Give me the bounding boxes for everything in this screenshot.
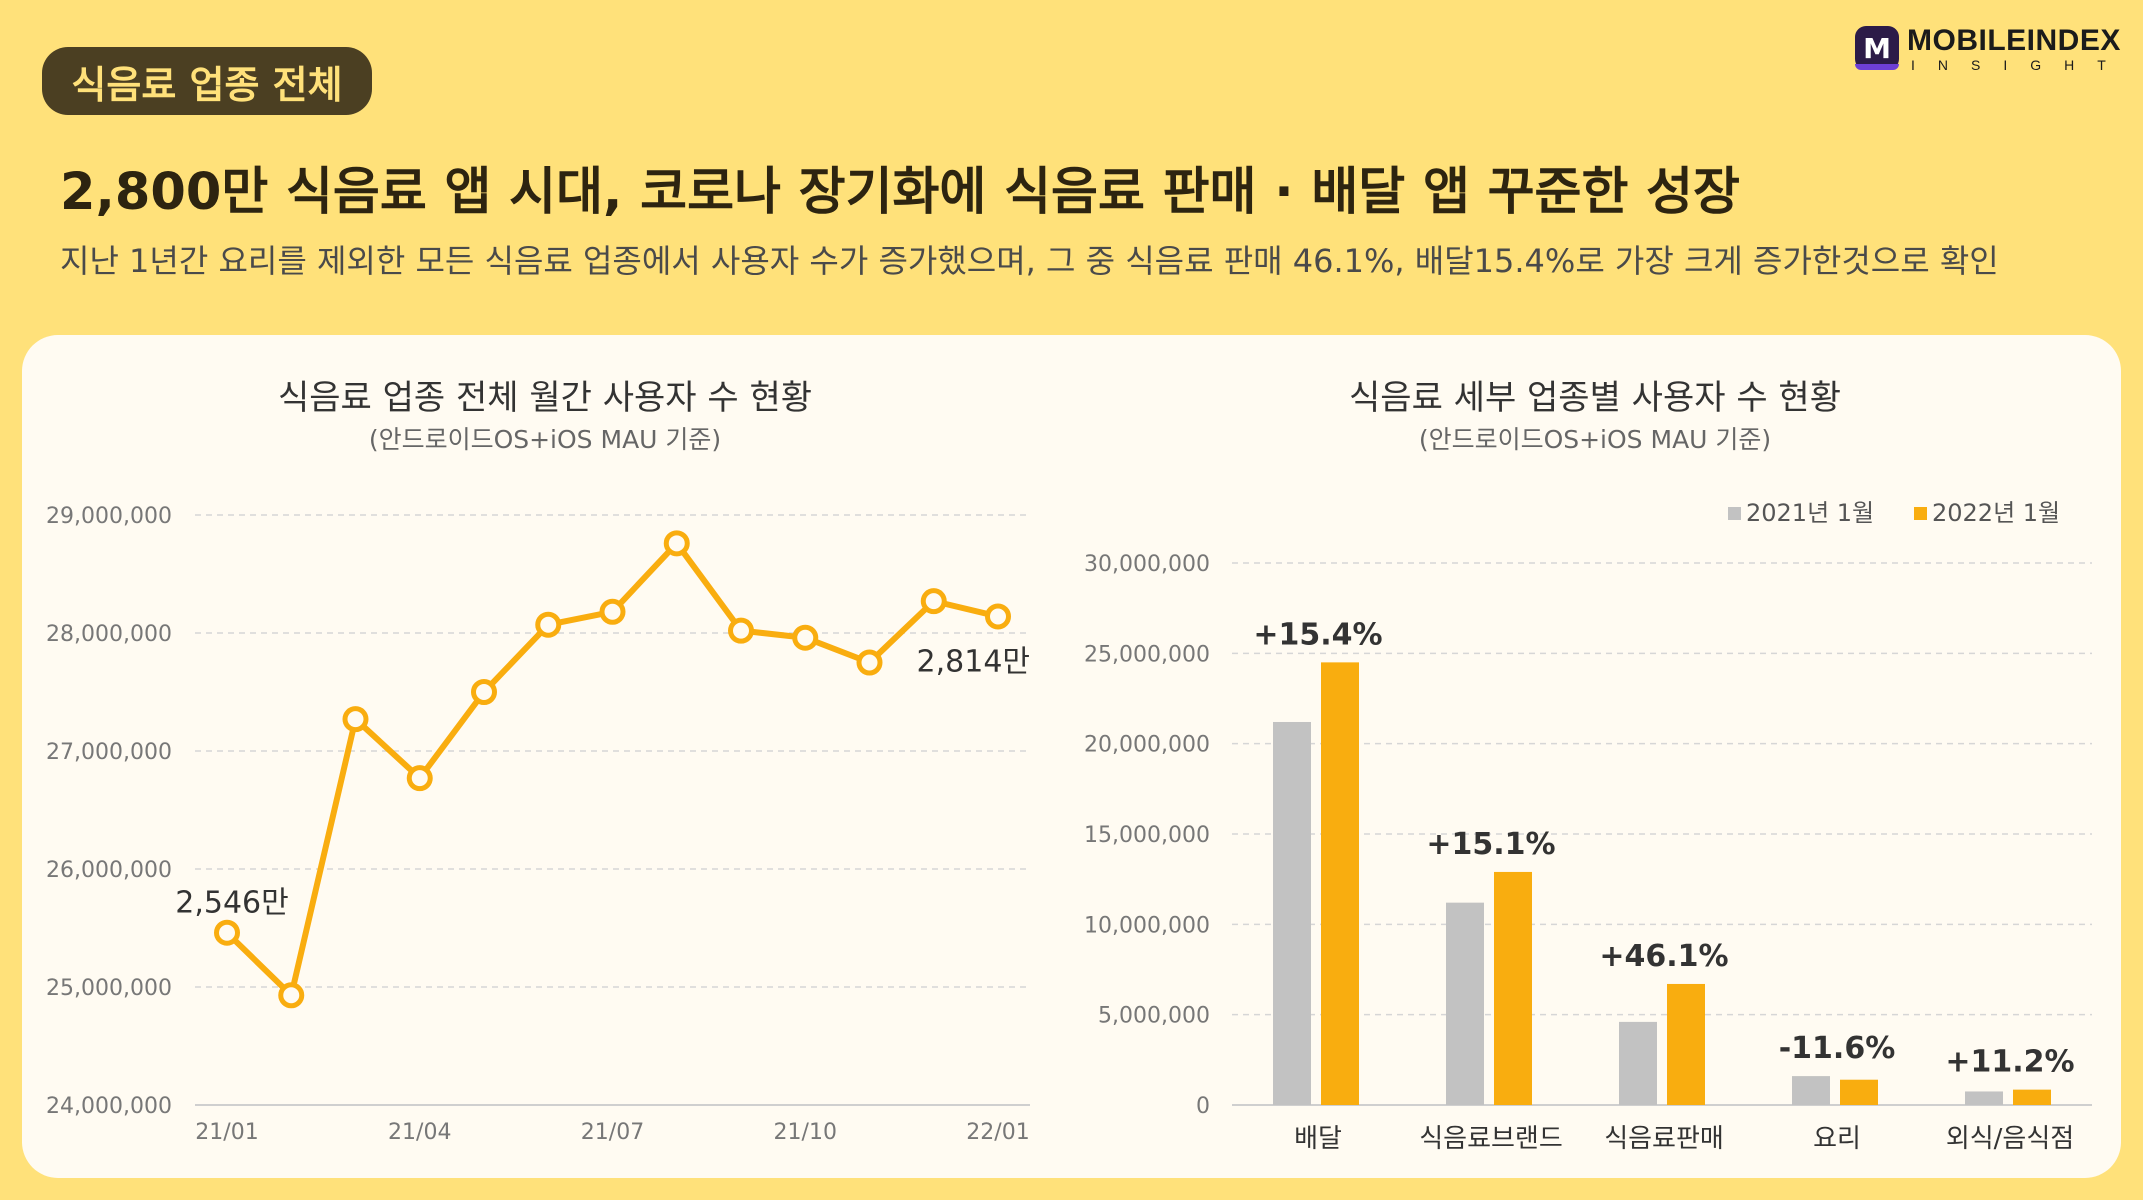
bar-chart-bar — [1321, 662, 1359, 1105]
bar-chart-y-tick: 25,000,000 — [1084, 642, 1210, 667]
bar-chart-bar — [2013, 1089, 2051, 1105]
bar-chart-bar — [1619, 1021, 1657, 1105]
bar-chart-change-label: -11.6% — [1779, 1031, 1896, 1066]
page-title: 2,800만 식음료 앱 시대, 코로나 장기화에 식음료 판매 · 배달 앱 … — [60, 163, 1740, 222]
bar-chart-y-tick: 10,000,000 — [1084, 913, 1210, 938]
section-tag: 식음료 업종 전체 — [42, 47, 372, 115]
bar-chart-x-tick: 식음료판매 — [1604, 1124, 1724, 1154]
line-chart-y-tick: 29,000,000 — [46, 504, 172, 529]
bar-chart-y-tick: 15,000,000 — [1084, 823, 1210, 848]
line-chart-point — [728, 617, 754, 644]
bar-chart-bar — [1965, 1091, 2003, 1105]
line-chart-y-tick: 24,000,000 — [46, 1094, 172, 1119]
line-chart-point — [278, 982, 305, 1009]
line-chart-point — [663, 530, 690, 557]
bar-chart-subtitle: (안드로이드OS+iOS MAU 기준) — [1418, 425, 1772, 454]
line-chart-point — [406, 765, 433, 792]
bar-chart-bar — [1792, 1076, 1830, 1105]
bar-chart-bar — [1273, 721, 1311, 1105]
line-chart-point — [342, 706, 369, 733]
bar-chart-bar — [1667, 983, 1705, 1105]
mobileindex-logo-icon: M — [1855, 26, 1899, 70]
bar-chart-y-tick: 5,000,000 — [1098, 1004, 1210, 1029]
line-chart-point — [535, 611, 562, 638]
logo-sub: INSIGHT — [1911, 57, 2129, 73]
bar-chart-change-label: +11.2% — [1945, 1045, 2074, 1080]
line-chart-x-tick: 21/04 — [388, 1120, 451, 1145]
line-chart-point — [599, 598, 626, 625]
bar-chart-bar — [1494, 871, 1532, 1105]
bar-chart-change-label: +15.1% — [1426, 827, 1555, 862]
line-chart-y-tick: 27,000,000 — [46, 740, 172, 765]
logo-name: MOBILEINDEX — [1907, 24, 2121, 57]
bar-chart-x-tick: 외식/음식점 — [1946, 1124, 2074, 1154]
bar-chart-y-tick: 30,000,000 — [1084, 552, 1210, 577]
bar-chart-legend-swatch — [1728, 507, 1741, 520]
bar-chart-legend-label: 2022년 1월 — [1932, 499, 2060, 527]
line-chart-data-label: 2,546만 — [175, 886, 288, 921]
line-chart-data-label: 2,814만 — [917, 644, 1030, 679]
mobileindex-logo: M MOBILEINDEX INSIGHT — [1855, 24, 2125, 76]
line-chart-x-tick: 21/07 — [581, 1120, 644, 1145]
line-chart-x-tick: 21/10 — [774, 1120, 837, 1145]
bar-chart-change-label: +15.4% — [1253, 617, 1382, 652]
bar-chart-change-label: +46.1% — [1599, 939, 1728, 974]
line-chart-point — [792, 624, 819, 651]
bar-chart-bar — [1840, 1079, 1878, 1105]
bar-chart-legend-swatch — [1914, 507, 1927, 520]
bar-chart-y-tick: 0 — [1196, 1094, 1210, 1119]
line-chart-point — [985, 603, 1011, 630]
chart-card — [22, 335, 2121, 1178]
bar-chart-title: 식음료 세부 업종별 사용자 수 현황 — [1349, 378, 1841, 418]
line-chart-title: 식음료 업종 전체 월간 사용자 수 현황 — [277, 378, 813, 418]
page-subtitle: 지난 1년간 요리를 제외한 모든 식음료 업종에서 사용자 수가 증가했으며,… — [60, 242, 1999, 280]
line-chart-x-tick: 22/01 — [966, 1120, 1029, 1145]
bar-chart-bar — [1446, 902, 1484, 1105]
line-chart-y-tick: 26,000,000 — [46, 858, 172, 883]
bar-chart-x-tick: 요리 — [1813, 1124, 1861, 1154]
line-chart-subtitle: (안드로이드OS+iOS MAU 기준) — [368, 425, 722, 454]
line-chart-y-tick: 25,000,000 — [46, 976, 172, 1001]
line-chart-point — [920, 588, 947, 615]
bar-chart-y-tick: 20,000,000 — [1084, 733, 1210, 758]
bar-chart-x-tick: 식음료브랜드 — [1419, 1124, 1563, 1154]
line-chart-point — [471, 679, 497, 705]
line-chart-point — [856, 649, 883, 676]
line-chart-y-tick: 28,000,000 — [46, 622, 172, 647]
line-chart-x-tick: 21/01 — [195, 1120, 258, 1145]
bar-chart-legend-label: 2021년 1월 — [1746, 499, 1874, 527]
bar-chart-x-tick: 배달 — [1294, 1124, 1342, 1154]
line-chart-point — [214, 919, 240, 946]
